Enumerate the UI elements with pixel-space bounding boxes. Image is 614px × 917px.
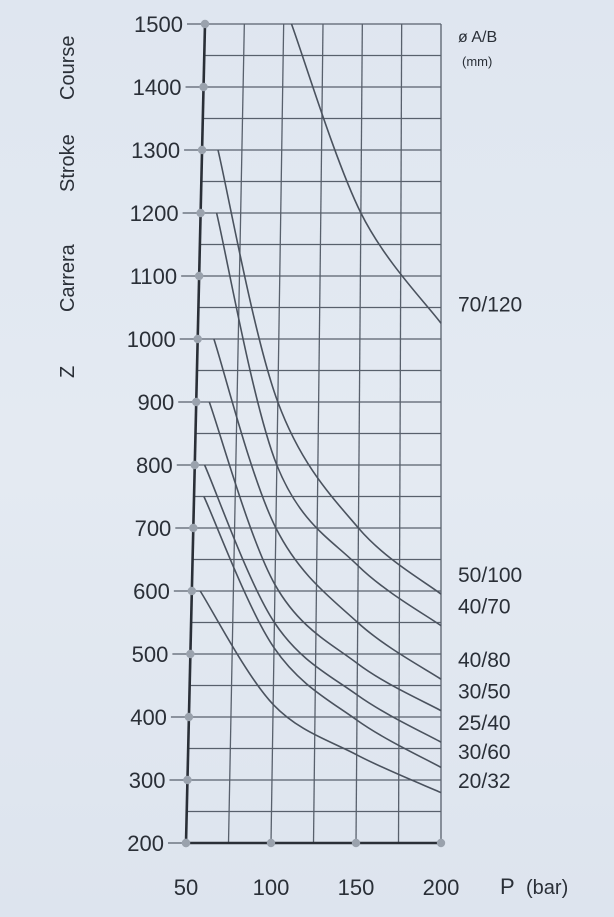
y-tick-dot [193,334,202,344]
y-tick-label: 1400 [133,75,182,100]
series-label-25-40: 25/40 [458,712,511,735]
x-axis-label-unit: (bar) [526,877,568,899]
series-line-40-80 [213,338,442,680]
y-axis-line [184,23,207,844]
x-tick-dot [351,838,361,848]
y-tick-label: 400 [130,705,167,730]
x-axis-label: P (bar) [500,874,568,899]
legend-header: ø A/B (mm) [458,29,497,69]
y-tick-dot [187,586,197,596]
y-tick-dot [184,712,194,722]
series-label-30-50: 30/50 [458,681,511,704]
legend-unit: (mm) [462,54,492,69]
y-axis-label-course: Course [57,36,79,100]
grid-line-v [355,23,363,844]
y-tick-label: 800 [136,453,173,478]
y-axis-label: Z Carrera Stroke Course [57,36,79,378]
series-line-40-70 [215,212,442,627]
series-line-25-40 [203,464,442,743]
y-tick-dot [194,271,204,281]
y-tick-dot [189,523,198,533]
y-axis-label-z: Z [57,366,79,378]
x-tick-dot [436,838,446,848]
y-tick-label: 1100 [130,264,177,289]
grid [186,23,442,844]
series-line-20-32 [199,590,442,794]
y-tick-label: 700 [135,516,172,541]
curves [199,23,442,794]
y-tick-dot [183,775,192,785]
x-tick-dot [181,838,191,848]
y-tick-labels: 200 300 400 500 600 700 800 900 1000 1100 1200 1300… [127,12,183,856]
y-tick-label: 200 [127,831,164,856]
y-tick-dot [192,397,201,407]
x-tick-label: 150 [338,875,375,900]
y-tick-label: 900 [138,390,175,415]
y-tick-label: 600 [133,579,170,604]
series-line-70-120 [290,23,442,324]
y-tick-label: 1500 [134,12,183,37]
grid-line-v [312,23,324,844]
series-label-70-120: 70/120 [458,293,522,316]
series-line-50-100 [217,149,442,595]
y-tick-label: 1000 [127,327,176,352]
x-tick-label: 50 [174,875,198,900]
legend-title: ø A/B [458,29,497,46]
y-tick-dot [190,460,199,470]
grid-line-v [397,23,403,844]
y-tick-label: 500 [132,642,169,667]
series-label-30-60: 30/60 [458,741,511,764]
y-tick-dot [199,82,208,92]
series-labels: 70/120 50/100 40/70 40/80 30/50 25/40 30/60 20/… [458,293,522,793]
y-tick-dot [196,208,205,218]
series-label-40-80: 40/80 [458,649,511,672]
y-tick-label: 1300 [131,138,180,163]
series-line-30-60 [203,496,442,769]
grid-line-v [227,23,245,844]
y-tick-dot [186,649,195,659]
x-axis-label-main: P [500,874,515,899]
series-label-20-32: 20/32 [458,770,511,793]
grid-line-v [270,23,285,844]
series-label-50-100: 50/100 [458,564,522,587]
x-tick-label: 100 [253,875,290,900]
x-tick-dot [266,838,276,848]
y-tick-dot [197,145,207,155]
series-label-40-70: 40/70 [458,596,511,619]
x-tick-labels: 50 100 150 200 [174,875,460,900]
y-axis-label-carrera: Carrera [57,243,79,312]
axis-dots [181,19,446,848]
x-tick-label: 200 [423,875,460,900]
y-tick-dot [200,19,210,29]
series-line-30-50 [208,401,442,712]
y-tick-label: 300 [129,768,166,793]
y-axis-label-stroke: Stroke [57,134,79,192]
y-tick-label: 1200 [130,201,179,226]
